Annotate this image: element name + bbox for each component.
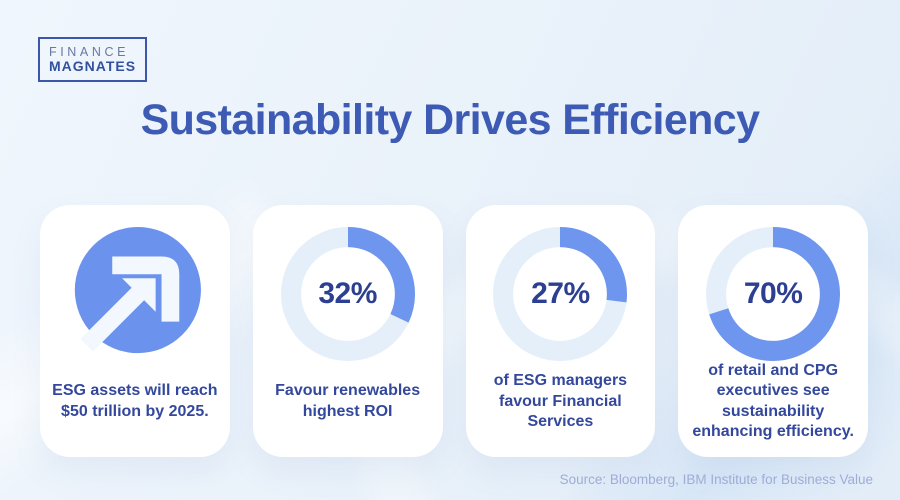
donut-chart-32: 32% [280,227,415,361]
donut-value-arc [280,227,415,361]
donut-value-label: 32% [318,277,377,310]
donut-chart-27: 27% [493,227,628,361]
donut-value-label: 70% [743,277,803,310]
logo-line-magnates: MAGNATES [49,58,137,74]
trending-up-arrow-icon [74,226,201,354]
source-attribution: Source: Bloomberg, IBM Institute for Bus… [559,472,873,487]
stat-caption: of retail and CPG executives see sustain… [692,362,854,441]
stat-caption: ESG assets will reach $50 trillion by 20… [52,382,218,420]
trend-icon-wrap [61,226,209,361]
donut-svg [493,227,628,361]
stat-card-retail-cpg: 70% of retail and CPG executives see sus… [678,205,868,457]
logo-line-finance: FINANCE [49,45,130,59]
donut-svg [706,227,841,361]
stat-card-esg-assets: ESG assets will reach $50 trillion by 20… [40,205,230,457]
stats-row: ESG assets will reach $50 trillion by 20… [40,205,868,457]
finance-magnates-logo: FINANCE MAGNATES [38,37,148,82]
donut-svg [280,227,415,361]
stat-card-esg-managers: 27% of ESG managers favour Financial Ser… [465,205,656,457]
donut-value-arc [706,227,841,361]
stat-caption: Favour renewables highest ROI [275,382,421,420]
donut-value-label: 27% [531,277,590,310]
stat-card-renewables-roi: 32% Favour renewables highest ROI [252,205,443,457]
donut-value-arc [493,227,628,361]
donut-chart-70: 70% [706,227,841,361]
page-title: Sustainability Drives Efficiency [140,96,760,144]
stat-caption: of ESG managers favour Financial Service… [493,372,628,431]
